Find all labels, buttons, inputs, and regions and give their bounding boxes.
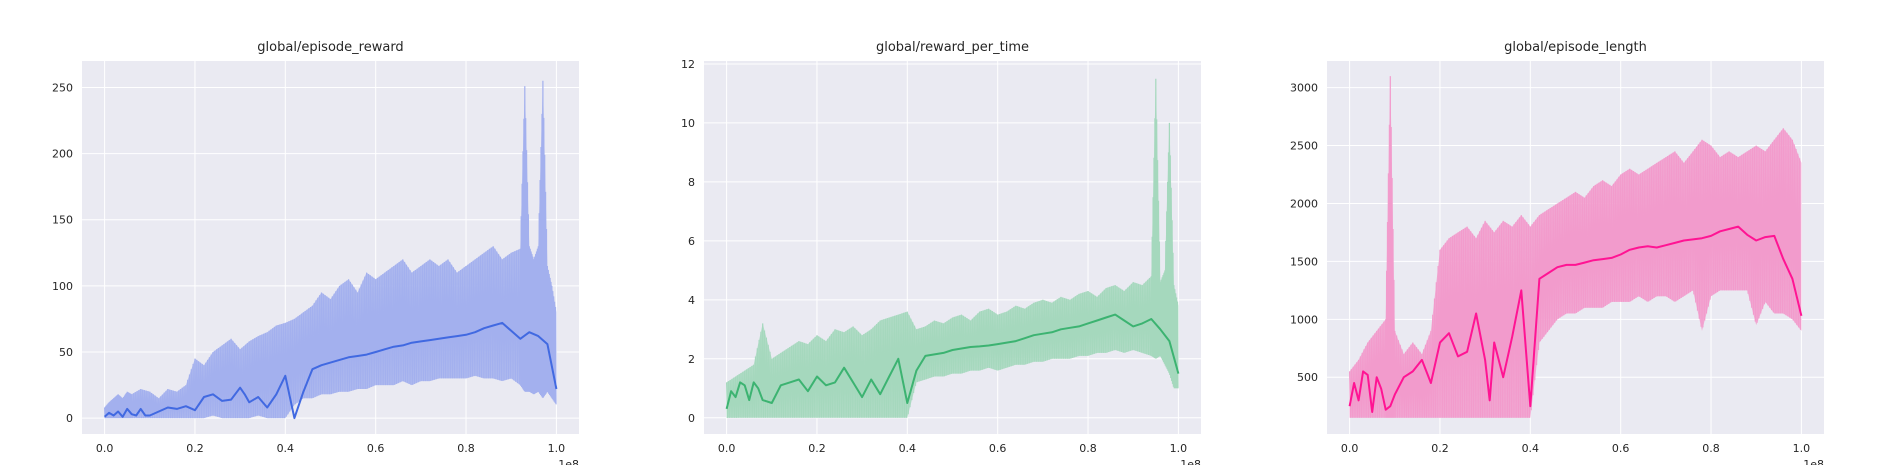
x-tick-label: 0.2 (808, 442, 826, 455)
x-tick-label: 0.8 (1079, 442, 1097, 455)
y-tick-label: 200 (52, 148, 73, 161)
series-group (103, 80, 558, 420)
y-tick-label: 250 (52, 81, 73, 94)
chart-title: global/episode_length (1504, 40, 1647, 55)
x-tick-label: 0.0 (718, 442, 736, 455)
y-tick-label: 4 (688, 294, 695, 307)
x-tick-label: 0.4 (1522, 442, 1540, 455)
y-tick-label: 2000 (1290, 197, 1318, 210)
x-tick-label: 1.0 (1170, 442, 1188, 455)
chart-title: global/episode_reward (257, 40, 403, 55)
y-tick-label: 8 (688, 176, 695, 189)
smoothed-series-line (1348, 225, 1803, 413)
x-tick-label: 0.8 (1702, 442, 1720, 455)
series-group (1348, 76, 1803, 418)
x-tick-label: 0.0 (1341, 442, 1359, 455)
x-tick-label: 0.2 (186, 442, 204, 455)
y-tick-label: 100 (52, 280, 73, 293)
y-tick-label: 150 (52, 214, 73, 227)
smoothed-series-line (725, 313, 1180, 410)
smoothed-series-line (103, 321, 558, 420)
y-tick-label: 12 (681, 58, 695, 71)
x-offset-label: 1e8 (1803, 458, 1824, 465)
x-offset-label: 1e8 (558, 458, 579, 465)
x-tick-label: 0.0 (96, 442, 114, 455)
y-tick-label: 0 (66, 412, 73, 425)
raw-series-line (726, 78, 1179, 418)
y-tick-label: 2 (688, 353, 695, 366)
y-tick-label: 500 (1297, 371, 1318, 384)
y-tick-label: 3000 (1290, 82, 1318, 95)
chart-panel-1: 0.0 0.2 0.4 0.6 0.8 1.0 0 2 4 6 8 10 12 1e8 global/rew… (681, 40, 1201, 465)
chart-panel-0: 0.0 0.2 0.4 0.6 0.8 1.0 0 50 100 150 200 250 1e8 glob… (52, 40, 579, 465)
series-group (725, 78, 1180, 418)
x-tick-label: 0.6 (367, 442, 385, 455)
x-tick-label: 0.2 (1431, 442, 1449, 455)
x-tick-label: 0.6 (989, 442, 1007, 455)
x-tick-label: 0.4 (899, 442, 917, 455)
x-tick-label: 0.4 (277, 442, 295, 455)
y-tick-label: 0 (688, 412, 695, 425)
y-tick-label: 1500 (1290, 255, 1318, 268)
raw-series-line (1349, 76, 1802, 418)
y-tick-label: 6 (688, 235, 695, 248)
y-tick-label: 2500 (1290, 140, 1318, 153)
y-tick-label: 1000 (1290, 313, 1318, 326)
x-offset-label: 1e8 (1180, 458, 1201, 465)
x-tick-label: 0.8 (457, 442, 475, 455)
y-tick-label: 10 (681, 117, 695, 130)
x-tick-label: 1.0 (548, 442, 566, 455)
x-tick-label: 0.6 (1612, 442, 1630, 455)
chart-title: global/reward_per_time (876, 40, 1029, 55)
raw-series-line (104, 80, 557, 419)
chart-panel-2: 0.0 0.2 0.4 0.6 0.8 1.0 500 1000 1500 2000 2500 300… (1290, 40, 1824, 465)
y-tick-label: 50 (59, 346, 73, 359)
x-tick-label: 1.0 (1793, 442, 1811, 455)
